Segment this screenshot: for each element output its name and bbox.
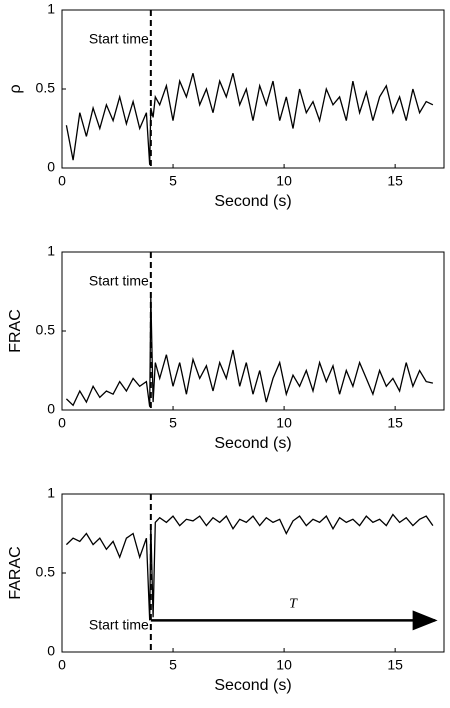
x-tick-label: 5	[169, 415, 177, 431]
x-axis-label: Second (s)	[214, 677, 291, 694]
x-tick-label: 10	[276, 415, 292, 431]
x-tick-label: 15	[387, 173, 403, 189]
y-tick-label: 0.5	[36, 564, 56, 580]
x-tick-label: 0	[58, 173, 66, 189]
annotation: Start time	[89, 273, 149, 289]
y-tick-label: 0.5	[36, 80, 56, 96]
x-tick-label: 0	[58, 657, 66, 673]
y-tick-label: 0.5	[36, 322, 56, 338]
y-axis-label: FRAC	[7, 309, 24, 353]
x-axis-label: Second (s)	[214, 193, 291, 210]
y-axis-label: FARAC	[7, 546, 24, 599]
y-axis-label: ρ	[7, 84, 24, 93]
x-axis-label: Second (s)	[214, 435, 291, 452]
arrow-label: T	[289, 597, 298, 612]
x-tick-label: 5	[169, 657, 177, 673]
x-tick-label: 15	[387, 657, 403, 673]
y-tick-label: 1	[47, 243, 55, 259]
x-tick-label: 10	[276, 657, 292, 673]
y-tick-label: 0	[47, 159, 55, 175]
y-tick-label: 1	[47, 485, 55, 501]
data-line	[65, 73, 434, 165]
y-tick-label: 1	[47, 1, 55, 17]
x-tick-label: 0	[58, 415, 66, 431]
y-tick-label: 0	[47, 643, 55, 659]
annotation: Start time	[89, 617, 149, 633]
data-line	[65, 296, 434, 407]
annotation: Start time	[89, 31, 149, 47]
x-tick-label: 5	[169, 173, 177, 189]
x-tick-label: 10	[276, 173, 292, 189]
data-line	[65, 513, 434, 621]
x-tick-label: 15	[387, 415, 403, 431]
y-tick-label: 0	[47, 401, 55, 417]
